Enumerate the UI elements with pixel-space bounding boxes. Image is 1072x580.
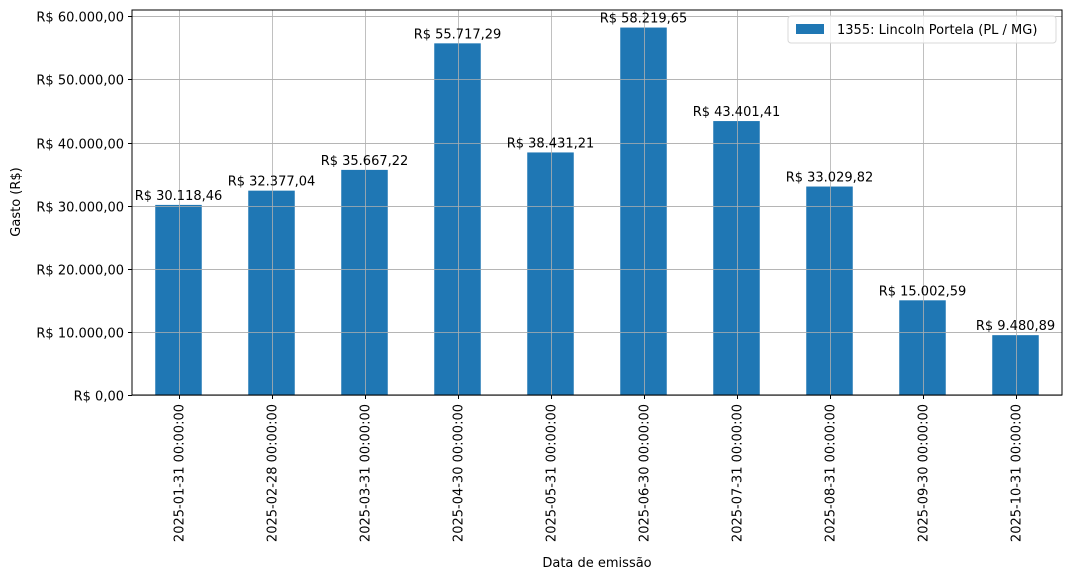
y-tick-label: R$ 30.000,00 xyxy=(36,201,124,216)
x-tick-label: 2025-06-30 00:00:00 xyxy=(638,404,653,542)
bar-value-label: R$ 55.717,29 xyxy=(414,27,502,42)
bar xyxy=(527,152,574,395)
y-tick-label: R$ 50.000,00 xyxy=(36,74,124,89)
bar xyxy=(341,169,388,395)
x-tick-label: 2025-01-31 00:00:00 xyxy=(173,404,188,542)
bar xyxy=(248,190,295,395)
bar xyxy=(899,300,946,395)
bar-value-label: R$ 32.377,04 xyxy=(228,175,316,190)
bar-value-label: R$ 33.029,82 xyxy=(786,171,874,186)
bar xyxy=(713,121,760,396)
legend-swatch-icon xyxy=(796,24,824,34)
x-tick-label: 2025-10-31 00:00:00 xyxy=(1010,404,1025,542)
x-tick-label: 2025-08-31 00:00:00 xyxy=(824,404,839,542)
x-tick-label: 2025-05-31 00:00:00 xyxy=(545,404,560,542)
y-tick-label: R$ 0,00 xyxy=(74,390,124,405)
bar-value-label: R$ 30.118,46 xyxy=(135,189,223,204)
x-axis-ticks: 2025-01-31 00:00:00 2025-02-28 00:00:00 20… xyxy=(173,395,1025,542)
x-axis-label: Data de emissão xyxy=(542,556,651,571)
y-tick-label: R$ 10.000,00 xyxy=(36,327,124,342)
bar-value-labels: R$ 30.118,46 R$ 32.377,04 R$ 35.667,22 R$ 5… xyxy=(135,12,1055,335)
axes-frame xyxy=(131,9,1063,396)
x-tick-label: 2025-02-28 00:00:00 xyxy=(266,404,281,542)
bar xyxy=(992,335,1039,395)
bar-value-label: R$ 38.431,21 xyxy=(507,136,595,151)
y-tick-label: R$ 40.000,00 xyxy=(36,138,124,153)
x-tick-label: 2025-03-31 00:00:00 xyxy=(359,404,374,542)
legend-box xyxy=(787,15,1057,44)
legend: 1355: Lincoln Portela (PL / MG) xyxy=(787,15,1057,44)
bar-value-label: R$ 9.480,89 xyxy=(976,319,1055,334)
bars xyxy=(155,27,1039,396)
bar xyxy=(155,204,202,395)
bar xyxy=(806,186,853,395)
x-tick-label: 2025-09-30 00:00:00 xyxy=(917,404,932,542)
legend-label: 1355: Lincoln Portela (PL / MG) xyxy=(837,23,1037,38)
bar xyxy=(620,27,667,396)
bar-value-label: R$ 43.401,41 xyxy=(693,105,781,120)
y-axis-label: Gasto (R$) xyxy=(9,167,24,236)
y-tick-label: R$ 20.000,00 xyxy=(36,264,124,279)
bar-value-label: R$ 58.219,65 xyxy=(600,12,688,27)
y-tick-label: R$ 60.000,00 xyxy=(36,11,124,26)
x-tick-label: 2025-07-31 00:00:00 xyxy=(731,404,746,542)
bar-value-label: R$ 15.002,59 xyxy=(879,284,967,299)
x-tick-label: 2025-04-30 00:00:00 xyxy=(452,404,467,542)
y-axis-ticks: R$ 0,00 R$ 10.000,00 R$ 20.000,00 R$ 30.000… xyxy=(36,11,132,405)
bar-value-label: R$ 35.667,22 xyxy=(321,154,409,169)
bar xyxy=(434,43,481,395)
